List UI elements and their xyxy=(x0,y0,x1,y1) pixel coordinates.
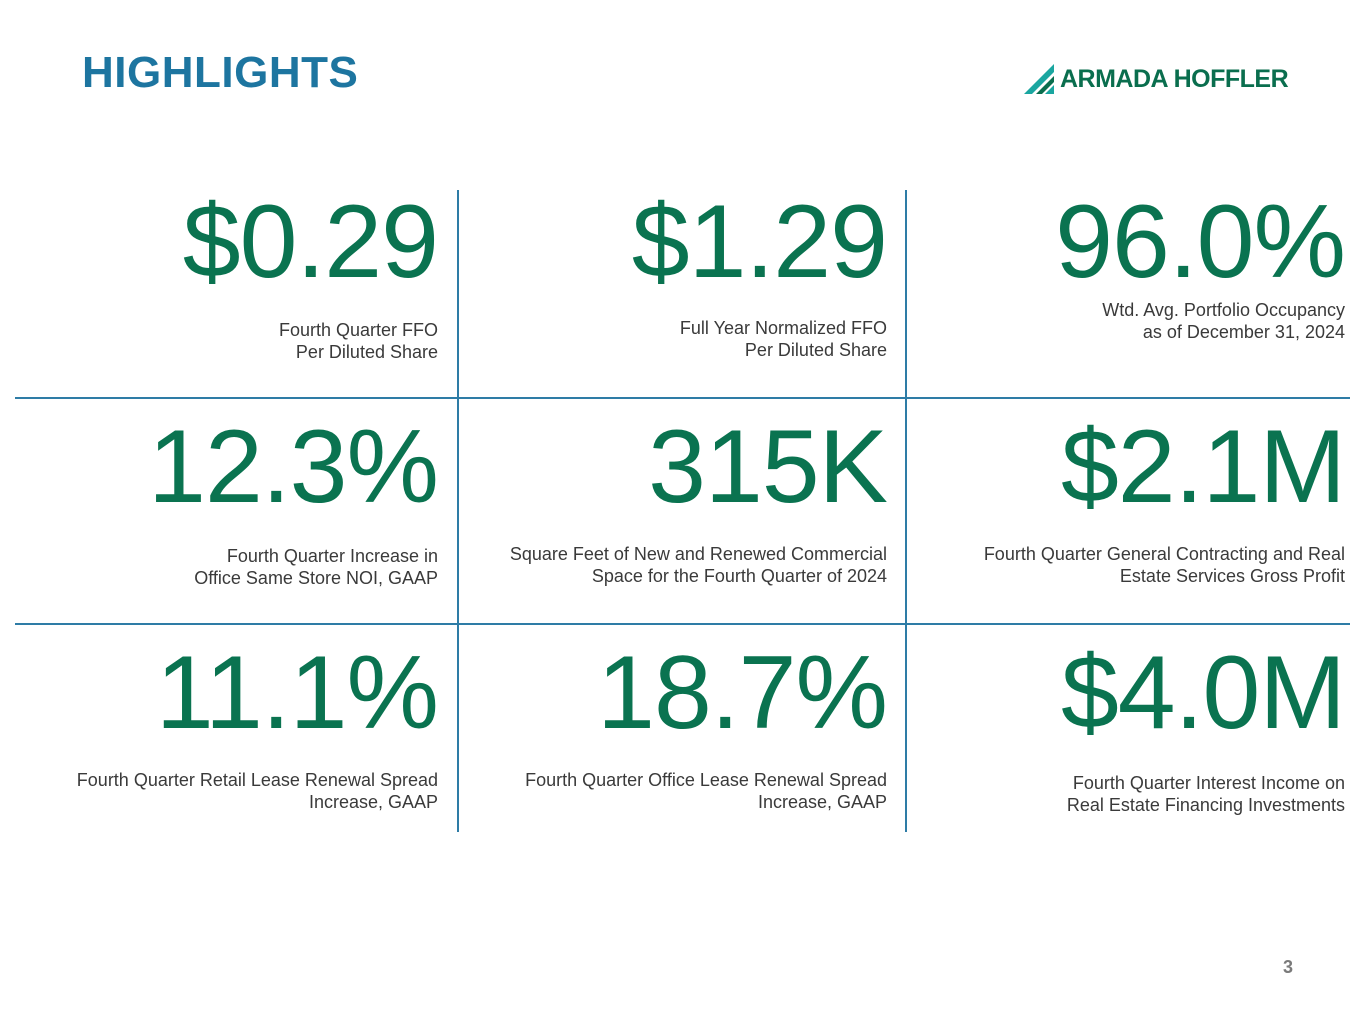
caption-line: as of December 31, 2024 xyxy=(1142,322,1345,342)
page-title: HIGHLIGHTS xyxy=(82,48,359,97)
highlight-gc-profit: $2.1M Fourth Quarter General Contracting… xyxy=(907,409,1346,622)
highlight-retail-spread: 11.1% Fourth Quarter Retail Lease Renewa… xyxy=(15,635,439,831)
caption-line: Fourth Quarter Increase in xyxy=(226,546,438,566)
highlight-value: $4.0M xyxy=(1060,635,1346,751)
highlight-value: 315K xyxy=(648,409,888,525)
highlight-caption: Fourth Quarter General Contracting and R… xyxy=(984,543,1345,587)
highlight-value: 18.7% xyxy=(597,635,888,751)
caption-line: Per Diluted Share xyxy=(295,342,438,362)
highlight-square-feet: 315K Square Feet of New and Renewed Comm… xyxy=(459,409,888,622)
highlight-office-spread: 18.7% Fourth Quarter Office Lease Renewa… xyxy=(459,635,888,831)
highlight-value: $2.1M xyxy=(1060,409,1346,525)
highlight-caption: Fourth Quarter Retail Lease Renewal Spre… xyxy=(77,769,438,813)
caption-line: Fourth Quarter Retail Lease Renewal Spre… xyxy=(76,770,438,790)
highlight-interest-income: $4.0M Fourth Quarter Interest Income on … xyxy=(907,635,1346,831)
highlight-office-noi: 12.3% Fourth Quarter Increase in Office … xyxy=(15,409,439,622)
company-logo: ARMADA HOFFLER xyxy=(1022,62,1289,96)
caption-line: Increase, GAAP xyxy=(757,792,887,812)
highlight-caption: Fourth Quarter FFO Per Diluted Share xyxy=(279,319,438,363)
highlight-value: 11.1% xyxy=(155,635,439,751)
caption-line: Fourth Quarter General Contracting and R… xyxy=(983,544,1345,564)
highlight-value: 12.3% xyxy=(148,409,439,525)
highlight-caption: Wtd. Avg. Portfolio Occupancy as of Dece… xyxy=(1102,299,1345,343)
highlight-caption: Fourth Quarter Office Lease Renewal Spre… xyxy=(525,769,887,813)
caption-line: Office Same Store NOI, GAAP xyxy=(194,568,438,588)
caption-line: Estate Services Gross Profit xyxy=(1119,566,1345,586)
caption-line: Increase, GAAP xyxy=(308,792,438,812)
highlight-value: $1.29 xyxy=(631,184,888,300)
highlight-value: 96.0% xyxy=(1055,184,1346,300)
highlights-grid: $0.29 Fourth Quarter FFO Per Diluted Sha… xyxy=(15,190,1350,832)
column-divider xyxy=(457,190,459,832)
highlight-ffo-q4: $0.29 Fourth Quarter FFO Per Diluted Sha… xyxy=(15,184,439,397)
highlight-normalized-ffo: $1.29 Full Year Normalized FFO Per Dilut… xyxy=(459,184,888,397)
column-divider xyxy=(905,190,907,832)
highlight-occupancy: 96.0% Wtd. Avg. Portfolio Occupancy as o… xyxy=(907,184,1346,397)
highlight-caption: Fourth Quarter Increase in Office Same S… xyxy=(194,545,438,589)
caption-line: Square Feet of New and Renewed Commercia… xyxy=(509,544,887,564)
highlight-caption: Fourth Quarter Interest Income on Real E… xyxy=(1067,772,1345,816)
row-divider xyxy=(15,623,1350,625)
highlight-value: $0.29 xyxy=(182,184,439,300)
logo-text: ARMADA HOFFLER xyxy=(1060,64,1289,93)
highlight-caption: Full Year Normalized FFO Per Diluted Sha… xyxy=(680,317,887,361)
armada-hoffler-logo-icon xyxy=(1024,64,1054,94)
row-divider xyxy=(15,397,1350,399)
highlight-caption: Square Feet of New and Renewed Commercia… xyxy=(510,543,887,587)
caption-line: Per Diluted Share xyxy=(744,340,887,360)
caption-line: Fourth Quarter FFO xyxy=(278,320,438,340)
caption-line: Space for the Fourth Quarter of 2024 xyxy=(591,566,887,586)
caption-line: Fourth Quarter Interest Income on xyxy=(1072,773,1345,793)
caption-line: Fourth Quarter Office Lease Renewal Spre… xyxy=(525,770,887,790)
caption-line: Full Year Normalized FFO xyxy=(679,318,887,338)
caption-line: Real Estate Financing Investments xyxy=(1066,795,1345,815)
caption-line: Wtd. Avg. Portfolio Occupancy xyxy=(1102,300,1345,320)
page-number: 3 xyxy=(1283,957,1294,977)
